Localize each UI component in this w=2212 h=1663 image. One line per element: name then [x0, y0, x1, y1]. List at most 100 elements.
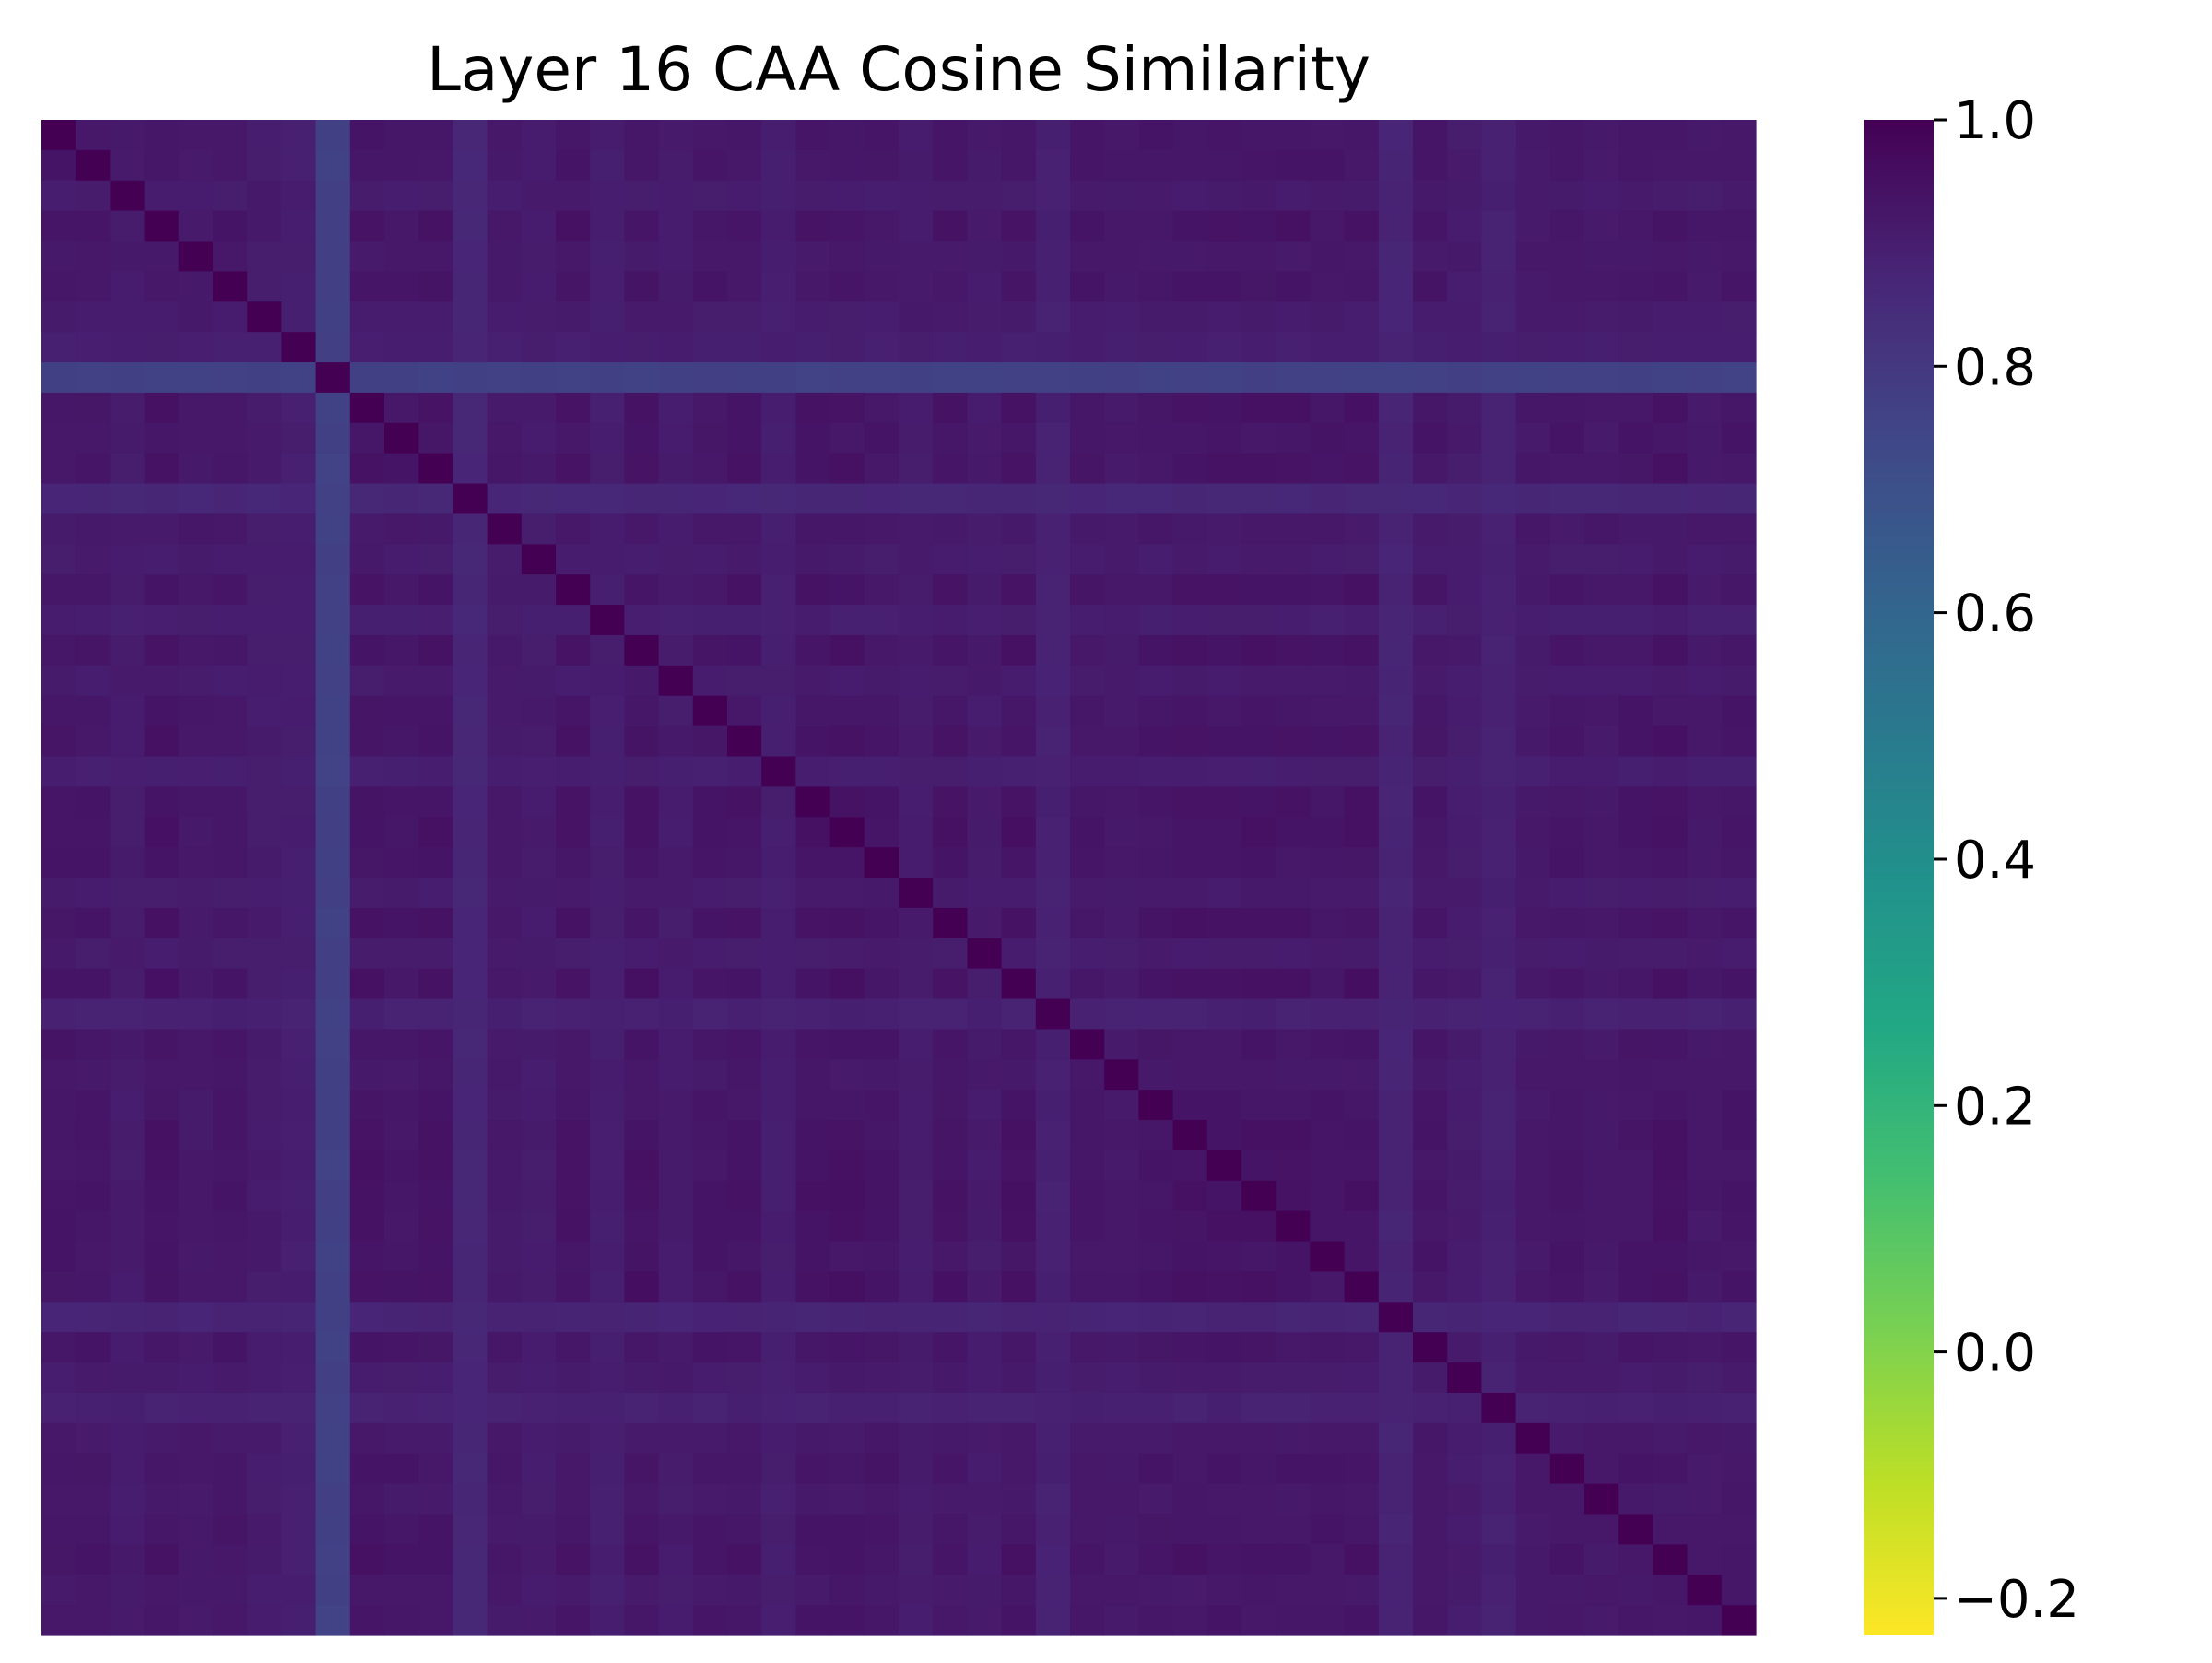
heatmap-cell [521, 1575, 557, 1606]
heatmap-cell [933, 1483, 968, 1516]
heatmap-cell [933, 210, 968, 242]
heatmap-cell [864, 756, 900, 787]
heatmap-cell [213, 878, 248, 909]
heatmap-cell [1584, 1392, 1619, 1424]
heatmap-cell [521, 301, 557, 333]
heatmap-cell [247, 1514, 282, 1545]
heatmap-cell [384, 1605, 419, 1636]
heatmap-cell [795, 1422, 831, 1455]
heatmap-cell [1584, 271, 1619, 302]
heatmap-cell [1413, 1120, 1448, 1151]
heatmap-cell [830, 241, 865, 272]
heatmap-cell [247, 1544, 282, 1575]
heatmap-cell [692, 210, 728, 242]
heatmap-cell [1241, 513, 1277, 545]
heatmap-cell [1618, 938, 1653, 970]
heatmap-cell [1035, 1120, 1071, 1151]
heatmap-cell [315, 1059, 351, 1091]
heatmap-cell [1206, 1029, 1242, 1060]
heatmap-cell [830, 1483, 865, 1516]
heatmap-cell [1241, 938, 1277, 970]
heatmap-cell [1584, 1059, 1619, 1091]
heatmap-cell [1172, 362, 1208, 394]
heatmap-cell [1481, 907, 1517, 939]
heatmap-cell [1515, 1302, 1551, 1333]
heatmap-cell [315, 241, 351, 272]
heatmap-cell [247, 210, 282, 242]
heatmap-cell [178, 1029, 214, 1060]
heatmap-cell [1721, 605, 1757, 636]
heatmap-cell [1481, 1422, 1517, 1455]
heatmap-cell [1481, 817, 1517, 848]
heatmap-cell [1276, 634, 1311, 666]
heatmap-cell [967, 392, 1003, 424]
heatmap-cell [1687, 1180, 1723, 1212]
heatmap-cell [41, 725, 76, 758]
heatmap-cell [247, 847, 282, 879]
heatmap-cell [761, 968, 796, 1000]
heatmap-cell [1276, 665, 1311, 697]
heatmap-cell [213, 483, 248, 515]
heatmap-cell [418, 271, 453, 302]
heatmap-cell [1378, 241, 1414, 272]
heatmap-cell [1172, 1029, 1208, 1060]
heatmap-cell [1344, 453, 1380, 485]
heatmap-cell [418, 120, 453, 151]
heatmap-cell [761, 574, 796, 606]
heatmap-cell [1378, 725, 1414, 758]
heatmap-cell [213, 1453, 248, 1485]
heatmap-cell [418, 878, 453, 909]
heatmap-cell [899, 605, 934, 636]
heatmap-cell [1310, 1514, 1346, 1545]
heatmap-cell [213, 968, 248, 1000]
heatmap-cell [1344, 1362, 1380, 1394]
heatmap-cell [453, 453, 488, 485]
heatmap-cell [178, 513, 214, 545]
heatmap-cell [41, 544, 76, 575]
heatmap-cell [967, 149, 1003, 182]
heatmap-cell [1001, 605, 1037, 636]
heatmap-cell [1447, 1605, 1482, 1636]
heatmap-cell [1413, 1392, 1448, 1424]
heatmap-cell [761, 453, 796, 485]
heatmap-cell [1070, 1150, 1105, 1182]
heatmap-cell [899, 1210, 934, 1243]
heatmap-cell [1378, 695, 1414, 727]
heatmap-cell [1549, 149, 1585, 182]
heatmap-cell [864, 1302, 900, 1333]
heatmap-cell [1206, 453, 1242, 485]
heatmap-cell [1549, 1453, 1585, 1485]
heatmap-cell [1378, 634, 1414, 666]
heatmap-cell [1549, 1029, 1585, 1060]
heatmap-cell [1206, 817, 1242, 848]
heatmap-cell [1584, 1362, 1619, 1394]
heatmap-cell [418, 149, 453, 182]
heatmap-cell [1172, 574, 1208, 606]
heatmap-cell [1549, 1150, 1585, 1182]
heatmap-cell [1104, 513, 1139, 545]
heatmap-cell [1276, 241, 1311, 272]
heatmap-cell [1549, 968, 1585, 1000]
heatmap-cell [41, 1150, 76, 1182]
heatmap-cell [1001, 695, 1037, 727]
heatmap-cell [384, 513, 419, 545]
heatmap-cell [1413, 1302, 1448, 1333]
heatmap-cell [899, 1180, 934, 1212]
heatmap-cell [453, 756, 488, 787]
heatmap-cell [658, 149, 694, 182]
heatmap-cell [1344, 1120, 1380, 1151]
heatmap-cell [1584, 1029, 1619, 1060]
heatmap-cell [1310, 634, 1346, 666]
heatmap-cell [1001, 180, 1037, 212]
heatmap-cell [1344, 1544, 1380, 1575]
heatmap-cell [41, 907, 76, 939]
heatmap-cell [110, 634, 146, 666]
heatmap-cell [1035, 1090, 1071, 1121]
heatmap-cell [1515, 544, 1551, 575]
heatmap-cell [453, 907, 488, 939]
heatmap-cell [864, 180, 900, 212]
heatmap-cell [864, 271, 900, 302]
heatmap-cell [315, 1605, 351, 1636]
heatmap-cell [1447, 271, 1482, 302]
heatmap-cell [213, 453, 248, 485]
